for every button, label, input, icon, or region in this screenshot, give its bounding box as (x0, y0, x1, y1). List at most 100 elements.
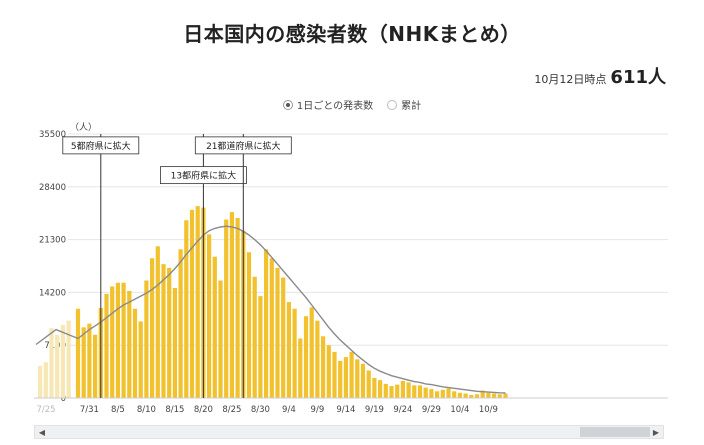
faded-bar (55, 334, 60, 398)
bar (138, 321, 143, 398)
bar (435, 391, 440, 398)
page-title: 日本国内の感染者数（NHKまとめ） (183, 22, 521, 46)
faded-bar (60, 325, 65, 398)
bar (224, 219, 229, 398)
bar (264, 249, 269, 398)
bar (457, 392, 462, 398)
x-tick-label: 8/30 (251, 405, 270, 415)
toggle-cumulative[interactable]: 累計 (387, 97, 421, 112)
bar (252, 276, 257, 398)
faded-bar (49, 328, 54, 398)
x-tick-label: 9/19 (365, 405, 384, 415)
bar (389, 386, 394, 398)
bar (492, 393, 497, 398)
bar (303, 316, 309, 398)
bar (172, 287, 177, 398)
x-tick-label: 9/9 (311, 405, 325, 415)
bar (292, 308, 297, 398)
bar (343, 357, 348, 398)
bar (360, 363, 366, 398)
bar (155, 246, 160, 398)
chevron-right-icon[interactable]: ▶ (652, 427, 660, 437)
bar (400, 380, 405, 398)
x-tick-label: 8/5 (111, 405, 125, 415)
bar (423, 387, 428, 398)
annotation-label: 5都府県に拡大 (71, 140, 131, 152)
y-tick-label: 0 (61, 394, 66, 404)
trend-line (35, 225, 506, 394)
scroll-thumb[interactable] (580, 427, 650, 437)
annotation-label: 13都府県に拡大 (171, 170, 236, 182)
bar (372, 377, 377, 398)
bar (93, 334, 98, 398)
bar (235, 218, 240, 398)
bar (144, 280, 149, 398)
bar (469, 395, 474, 398)
faded-bar (43, 362, 48, 398)
radio-unselected-icon[interactable] (387, 99, 398, 110)
bar (161, 264, 166, 398)
bar (207, 234, 212, 398)
bar (132, 308, 138, 398)
x-tick-label: 7/31 (80, 405, 99, 415)
bar (121, 282, 126, 398)
bar (326, 345, 331, 398)
annotation-box (194, 136, 292, 155)
chevron-left-icon[interactable]: ◀ (38, 427, 46, 437)
bar (281, 277, 286, 398)
as-of-count: 611人 (610, 67, 666, 88)
faded-bar (66, 320, 71, 398)
x-tick-label: 7/25 (36, 405, 55, 415)
chart-scrollbar[interactable]: ◀ ▶ (34, 425, 664, 439)
bar (315, 320, 320, 398)
bar (127, 290, 132, 398)
bar (366, 370, 371, 398)
bar (115, 282, 120, 398)
bar (246, 252, 252, 398)
x-tick-label: 9/14 (336, 405, 355, 415)
bar (480, 390, 485, 398)
bar (412, 385, 417, 398)
bar (184, 220, 189, 398)
x-tick-label: 8/20 (194, 405, 213, 415)
bar (383, 383, 388, 398)
bar (110, 286, 115, 398)
bar (212, 256, 217, 398)
annotation-box (159, 166, 247, 185)
bar (75, 308, 81, 398)
bar (463, 393, 468, 398)
bar (229, 212, 234, 398)
bar (349, 351, 354, 398)
bar (258, 296, 263, 398)
bar (395, 384, 400, 398)
bar (87, 323, 92, 398)
bar (104, 293, 109, 398)
bar (429, 389, 434, 398)
bar (81, 327, 86, 398)
y-tick-label: 14200 (39, 288, 66, 298)
x-tick-label: 8/15 (165, 405, 184, 415)
bar (503, 393, 508, 398)
x-tick-label: 8/25 (222, 405, 241, 415)
y-tick-label: 21300 (39, 236, 66, 246)
bar (218, 280, 223, 398)
bar (167, 267, 172, 398)
bar (189, 209, 195, 398)
bar (321, 336, 326, 398)
bar (406, 382, 411, 398)
x-tick-label: 8/10 (137, 405, 156, 415)
x-tick-label: 10/9 (479, 405, 498, 415)
as-of-summary: 10月12日時点 611人 (534, 63, 666, 89)
bar (355, 359, 360, 398)
bar (417, 385, 423, 398)
x-tick-label: 9/4 (282, 405, 296, 415)
bar (497, 394, 502, 398)
annotation-label: 21都道府県に拡大 (206, 140, 280, 152)
x-tick-label: 9/29 (422, 405, 441, 415)
bar (298, 338, 303, 398)
daily-cases-chart: 0710014200213002840035500（人）7/257/318/58… (34, 122, 668, 415)
toggle-daily[interactable]: 1日ごとの発表数 (282, 97, 373, 112)
bar (446, 388, 451, 398)
radio-selected-icon[interactable] (282, 99, 293, 110)
bar (452, 391, 457, 398)
